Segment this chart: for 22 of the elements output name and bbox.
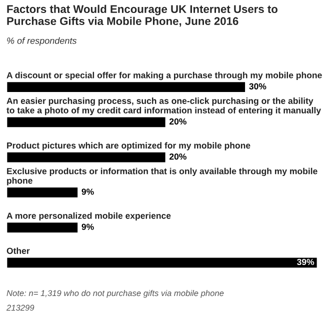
text: 213299 xyxy=(6,304,34,311)
bar xyxy=(6,80,246,94)
data-label: 30% xyxy=(249,83,266,90)
y-tick-label: An easier purchasing process, such as one-click purchasing or the ability to take a photo of my credit card information instead of entering it manually xyxy=(6,98,321,116)
chart-title: Factors that Would Encourage UK Internet Users to Purchase Gifts via Mobile Phone, June 2016 xyxy=(7,4,278,27)
data-label: 20% xyxy=(169,153,186,160)
bar xyxy=(6,256,318,270)
bar xyxy=(6,186,79,199)
y-tick-label: Exclusive products or information that is only available through my mobile phone xyxy=(7,168,318,186)
chart-subtitle: % of respondents xyxy=(7,37,77,46)
bar xyxy=(6,151,167,164)
text: Note: n= 1,319 who do not purchase gifts via mobile phone xyxy=(6,290,224,298)
bar xyxy=(6,116,167,129)
y-tick-label: Other xyxy=(6,248,30,254)
data-label: 39% xyxy=(297,258,314,266)
bar xyxy=(6,221,79,234)
y-tick-label: Product pictures which are optimized for my mobile phone xyxy=(7,142,250,150)
data-label: 9% xyxy=(82,224,94,230)
data-label: 20% xyxy=(169,118,186,125)
data-label: 9% xyxy=(82,188,94,195)
y-tick-label: A discount or special offer for making a purchase through my mobile phone xyxy=(6,72,322,80)
y-tick-label: A more personalized mobile experience xyxy=(6,212,171,221)
